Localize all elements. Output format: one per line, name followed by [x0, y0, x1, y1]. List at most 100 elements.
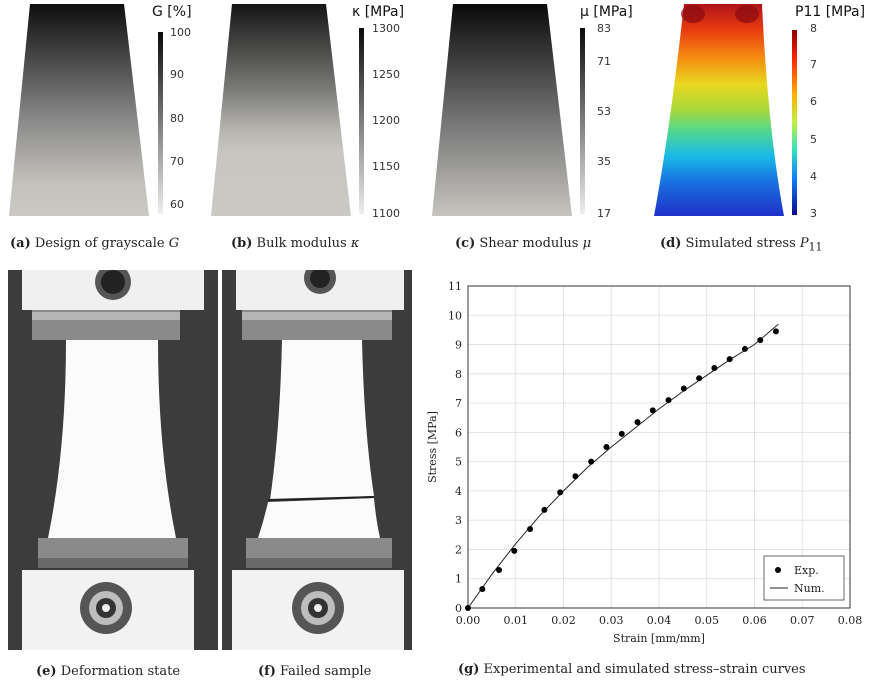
y-tick-label: 10	[448, 309, 462, 322]
caption-f-tag: (f)	[258, 664, 276, 679]
series-exp-point	[696, 375, 703, 382]
cb-tick-d0: 8	[810, 22, 817, 35]
cb-tick-a3: 70	[170, 155, 184, 168]
y-tick-label: 4	[455, 485, 462, 498]
series-exp-point	[511, 547, 518, 554]
series-exp-point	[741, 345, 748, 352]
cb-tick-b2: 1200	[372, 114, 400, 127]
cb-tick-d3: 5	[810, 133, 817, 146]
series-exp-point	[618, 430, 625, 437]
cb-tick-d2: 6	[810, 95, 817, 108]
caption-d: (d) Simulated stress P11	[660, 236, 822, 254]
caption-e-text: Deformation state	[60, 664, 181, 679]
cb-tick-b3: 1150	[372, 160, 400, 173]
cb-tick-d4: 4	[810, 170, 817, 183]
caption-b-tag: (b)	[231, 236, 253, 251]
series-exp-point	[634, 419, 641, 426]
y-tick-label: 2	[455, 543, 462, 556]
caption-f: (f) Failed sample	[258, 664, 371, 679]
x-tick-label: 0.04	[647, 614, 672, 627]
bulk-specimen	[211, 4, 351, 216]
top-row-figures	[9, 4, 797, 216]
y-tick-label: 5	[455, 456, 462, 469]
x-tick-label: 0.03	[599, 614, 624, 627]
y-tick-label: 9	[455, 339, 462, 352]
y-tick-label: 1	[455, 573, 462, 586]
cb-tick-c4: 17	[597, 207, 611, 220]
x-tick-label: 0.06	[742, 614, 767, 627]
caption-g: (g) Experimental and simulated stress–st…	[458, 662, 806, 677]
x-tick-label: 0.08	[838, 614, 863, 627]
caption-d-subscript: 11	[808, 240, 823, 254]
photo-deformation-state	[8, 270, 218, 650]
caption-a-symbol: G	[168, 236, 180, 251]
caption-b: (b) Bulk modulus κ	[231, 236, 359, 251]
caption-a: (a) Design of grayscale G	[10, 236, 179, 251]
caption-c-symbol: μ	[582, 236, 592, 251]
caption-b-text: Bulk modulus	[256, 236, 347, 251]
cb-tick-a0: 100	[170, 26, 191, 39]
x-tick-label: 0.07	[790, 614, 815, 627]
caption-b-symbol: κ	[350, 236, 360, 251]
caption-g-text: Experimental and simulated stress–strain…	[483, 662, 806, 677]
cb-tick-a1: 90	[170, 68, 184, 81]
cb-tick-c0: 83	[597, 22, 611, 35]
x-tick-label: 0.02	[551, 614, 576, 627]
legend-exp-marker	[775, 567, 781, 573]
colorbar-title-d: P11 [MPa]	[795, 4, 866, 20]
caption-a-text: Design of grayscale	[34, 236, 165, 251]
series-exp-point	[465, 605, 471, 611]
y-tick-label: 8	[455, 368, 462, 381]
caption-c: (c) Shear modulus μ	[455, 236, 591, 251]
grayscale-colorbar	[158, 32, 163, 214]
y-tick-label: 3	[455, 514, 462, 527]
series-exp-point	[479, 585, 486, 592]
stress-specimen	[654, 4, 784, 216]
cb-tick-c3: 35	[597, 155, 611, 168]
shear-colorbar	[580, 28, 585, 214]
y-axis-label: Stress [MPa]	[426, 411, 439, 483]
series-num-line	[467, 323, 779, 609]
x-axis-label: Strain [mm/mm]	[613, 632, 705, 645]
colorbar-title-c: μ [MPa]	[580, 4, 633, 20]
caption-e-tag: (e)	[36, 664, 57, 679]
caption-e: (e) Deformation state	[36, 664, 180, 679]
series-exp-point	[772, 328, 779, 335]
caption-d-symbol: P	[799, 236, 809, 251]
legend-num-label: Num.	[794, 582, 825, 595]
cb-tick-d1: 7	[810, 58, 817, 71]
series-exp-point	[726, 356, 733, 363]
cb-tick-d5: 3	[810, 207, 817, 220]
caption-d-text: Simulated stress	[685, 236, 796, 251]
cb-tick-b1: 1250	[372, 68, 400, 81]
x-tick-label: 0.01	[504, 614, 529, 627]
series-exp-point	[541, 506, 548, 513]
x-tick-label: 0.00	[456, 614, 481, 627]
colorbar-title-a: G [%]	[152, 4, 192, 20]
x-tick-label: 0.05	[695, 614, 720, 627]
grayscale-specimen	[9, 4, 149, 216]
stress-strain-chart: 0.00 0.01 0.02 0.03 0.04 0.05 0.06 0.07 0.08 0 1 2 3…	[426, 280, 863, 645]
y-tick-label: 0	[455, 602, 462, 615]
series-exp-point	[527, 525, 534, 532]
series-exp-point	[572, 473, 579, 480]
bulk-colorbar	[359, 28, 364, 214]
cb-tick-a2: 80	[170, 112, 184, 125]
caption-c-tag: (c)	[455, 236, 476, 251]
y-tick-label: 7	[455, 397, 462, 410]
series-exp-point	[665, 397, 672, 404]
cb-tick-c1: 71	[597, 55, 611, 68]
stress-hotspot-right	[735, 5, 759, 23]
stress-hotspot-left	[681, 5, 705, 23]
series-exp-point	[588, 458, 595, 465]
cb-tick-b4: 1100	[372, 207, 400, 220]
legend-box	[763, 555, 845, 601]
series-exp-point	[711, 364, 718, 371]
photo-failed-sample	[222, 270, 412, 650]
series-exp-point	[557, 489, 564, 496]
y-tick-label: 6	[455, 426, 462, 439]
series-exp-point	[496, 566, 503, 573]
colorbar-title-b: κ [MPa]	[352, 4, 405, 20]
series-exp-point	[680, 385, 687, 392]
caption-d-tag: (d)	[660, 236, 682, 251]
